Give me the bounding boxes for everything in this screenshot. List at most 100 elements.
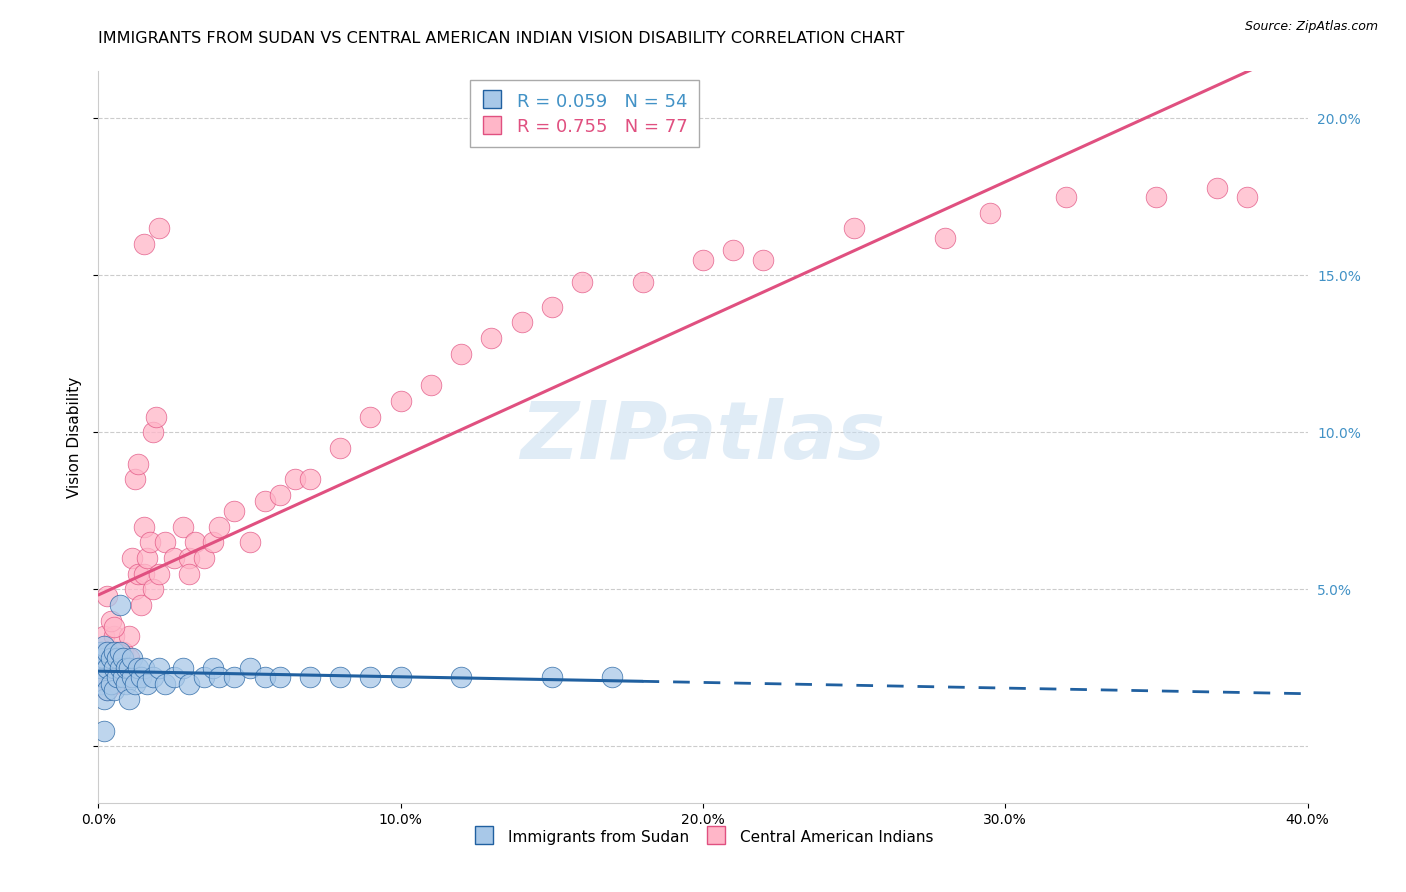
Point	[148, 566, 170, 581]
Point	[132, 566, 155, 581]
Point	[90, 676, 112, 690]
Point	[239, 535, 262, 549]
Point	[844, 221, 866, 235]
Point	[540, 300, 562, 314]
Point	[602, 670, 624, 684]
Point	[124, 582, 146, 597]
Point	[329, 441, 352, 455]
Point	[135, 550, 157, 565]
Point	[135, 676, 157, 690]
Y-axis label: Vision Disability: Vision Disability	[66, 376, 82, 498]
Point	[90, 645, 112, 659]
Point	[96, 661, 118, 675]
Point	[540, 670, 562, 684]
Point	[132, 661, 155, 675]
Point	[269, 670, 291, 684]
Point	[450, 347, 472, 361]
Point	[142, 582, 165, 597]
Point	[114, 676, 136, 690]
Point	[96, 661, 118, 675]
Point	[93, 629, 115, 643]
Point	[132, 519, 155, 533]
Point	[172, 519, 194, 533]
Point	[103, 676, 125, 690]
Point	[179, 566, 201, 581]
Point	[934, 231, 956, 245]
Point	[193, 670, 215, 684]
Point	[299, 473, 322, 487]
Point	[108, 651, 131, 665]
Point	[420, 378, 443, 392]
Point	[208, 519, 231, 533]
Point	[329, 670, 352, 684]
Point	[299, 670, 322, 684]
Point	[148, 221, 170, 235]
Point	[118, 661, 141, 675]
Point	[139, 535, 162, 549]
Point	[90, 645, 112, 659]
Point	[96, 682, 118, 697]
Point	[148, 661, 170, 675]
Point	[108, 598, 131, 612]
Point	[93, 651, 115, 665]
Point	[108, 670, 131, 684]
Point	[111, 670, 134, 684]
Point	[93, 651, 115, 665]
Point	[153, 535, 176, 549]
Point	[124, 473, 146, 487]
Point	[571, 275, 593, 289]
Point	[269, 488, 291, 502]
Point	[389, 394, 412, 409]
Point	[389, 670, 412, 684]
Point	[105, 670, 128, 684]
Point	[723, 244, 745, 258]
Point	[103, 682, 125, 697]
Point	[193, 550, 215, 565]
Point	[253, 494, 276, 508]
Point	[100, 614, 122, 628]
Point	[1206, 180, 1229, 194]
Point	[100, 670, 122, 684]
Point	[450, 670, 472, 684]
Point	[96, 645, 118, 659]
Point	[481, 331, 503, 345]
Point	[208, 670, 231, 684]
Point	[111, 645, 134, 659]
Point	[100, 651, 122, 665]
Point	[111, 651, 134, 665]
Text: IMMIGRANTS FROM SUDAN VS CENTRAL AMERICAN INDIAN VISION DISABILITY CORRELATION C: IMMIGRANTS FROM SUDAN VS CENTRAL AMERICA…	[98, 31, 905, 46]
Point	[224, 504, 246, 518]
Point	[127, 457, 149, 471]
Point	[253, 670, 276, 684]
Point	[360, 409, 382, 424]
Point	[111, 661, 134, 675]
Point	[96, 645, 118, 659]
Point	[103, 629, 125, 643]
Point	[172, 661, 194, 675]
Point	[284, 473, 307, 487]
Point	[631, 275, 654, 289]
Point	[118, 629, 141, 643]
Point	[121, 550, 143, 565]
Point	[90, 676, 112, 690]
Point	[692, 252, 714, 267]
Point	[127, 661, 149, 675]
Point	[202, 535, 225, 549]
Point	[129, 670, 152, 684]
Point	[1054, 190, 1077, 204]
Point	[90, 661, 112, 675]
Point	[100, 676, 122, 690]
Point	[124, 676, 146, 690]
Point	[96, 589, 118, 603]
Text: Source: ZipAtlas.com: Source: ZipAtlas.com	[1244, 20, 1378, 33]
Point	[108, 645, 131, 659]
Point	[96, 682, 118, 697]
Point	[163, 550, 186, 565]
Point	[93, 723, 115, 738]
Point	[103, 651, 125, 665]
Point	[121, 670, 143, 684]
Point	[1144, 190, 1167, 204]
Point	[121, 651, 143, 665]
Point	[93, 670, 115, 684]
Point	[103, 620, 125, 634]
